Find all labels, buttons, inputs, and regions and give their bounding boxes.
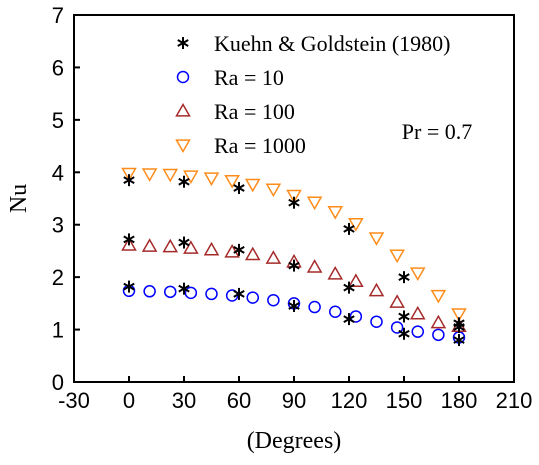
legend-marker (175, 102, 191, 117)
data-point (389, 294, 405, 308)
data-point (265, 250, 282, 264)
x-tick-label: 210 (496, 388, 533, 413)
legend: Kuehn & Goldstein (1980) Ra = 10 Ra = 100 R… (175, 31, 450, 158)
y-tick-label: 6 (52, 55, 64, 80)
x-tick-label: 180 (441, 388, 478, 413)
x-axis-title: (Degrees) (247, 428, 342, 454)
data-point (288, 196, 300, 209)
y-tick-label: 7 (52, 3, 64, 28)
data-point (348, 273, 364, 287)
data-point (409, 267, 426, 281)
data-point (183, 240, 199, 254)
data-point (141, 238, 158, 252)
legend-label: Ra = 10 (214, 65, 284, 90)
data-point (308, 300, 321, 314)
data-point (389, 249, 405, 264)
data-point (349, 310, 363, 323)
data-point (451, 308, 467, 322)
data-point (141, 168, 158, 182)
x-tick-label: 60 (227, 388, 251, 413)
legend-label: Kuehn & Goldstein (1980) (214, 31, 450, 56)
data-point (244, 246, 261, 261)
y-axis-title: Nu (6, 184, 32, 213)
data-point (203, 241, 220, 256)
data-point (343, 313, 355, 326)
data-point (164, 285, 177, 299)
data-point (306, 259, 323, 273)
legend-label: Ra = 1000 (214, 133, 306, 158)
data-point (327, 265, 344, 280)
legend-marker (177, 37, 189, 49)
data-point (123, 280, 135, 293)
data-point (178, 282, 190, 295)
data-point (233, 287, 245, 300)
data-point (398, 271, 410, 284)
x-tick-label: 150 (386, 388, 423, 413)
data-point (203, 172, 220, 187)
x-tick-label: 30 (172, 388, 196, 413)
y-tick-label: 4 (52, 160, 64, 185)
data-point (329, 305, 342, 318)
data-point (205, 287, 218, 301)
data-point (224, 175, 240, 189)
data-point (398, 327, 410, 340)
data-point (453, 334, 465, 347)
data-point (411, 325, 424, 338)
annotation-pr: Pr = 0.7 (402, 119, 472, 144)
data-point (143, 285, 156, 298)
y-tick-label: 1 (52, 318, 64, 343)
data-point (267, 293, 280, 307)
data-point (123, 174, 135, 187)
data-point (178, 236, 190, 249)
data-point (398, 310, 410, 323)
legend-marker (176, 70, 190, 84)
data-point (123, 233, 135, 246)
x-tick-label: -30 (58, 388, 90, 413)
x-tick-label: 90 (282, 388, 306, 413)
data-point (343, 222, 355, 235)
data-point (306, 196, 323, 211)
legend-label: Ra = 100 (214, 99, 295, 124)
data-point (184, 286, 198, 300)
data-marks (121, 167, 467, 347)
data-point (286, 189, 302, 204)
data-point (432, 328, 445, 342)
x-tick-label: 0 (123, 388, 135, 413)
data-point (370, 315, 383, 328)
data-point (246, 291, 259, 304)
data-point (390, 321, 404, 334)
data-point (233, 243, 245, 256)
data-point (368, 282, 385, 297)
data-point (233, 182, 245, 195)
data-point (265, 183, 282, 198)
data-point (162, 238, 179, 253)
data-point (368, 232, 385, 246)
data-point (430, 314, 447, 329)
data-point (244, 178, 261, 193)
data-point (162, 168, 179, 183)
data-point (343, 281, 355, 294)
data-point (453, 317, 465, 330)
data-point (178, 175, 190, 188)
data-point (288, 259, 300, 272)
y-tick-label: 2 (52, 265, 64, 290)
data-point (121, 167, 137, 182)
legend-marker (175, 139, 191, 154)
data-point (348, 218, 364, 232)
y-tick-label: 3 (52, 213, 64, 238)
data-point (121, 237, 137, 251)
y-tick-label: 0 (52, 370, 64, 395)
y-tick-label: 5 (52, 108, 64, 133)
data-point (183, 170, 199, 184)
data-point (409, 305, 426, 320)
data-point (327, 205, 344, 220)
data-point (288, 299, 300, 312)
x-tick-label: 120 (331, 388, 368, 413)
data-point (430, 289, 447, 304)
